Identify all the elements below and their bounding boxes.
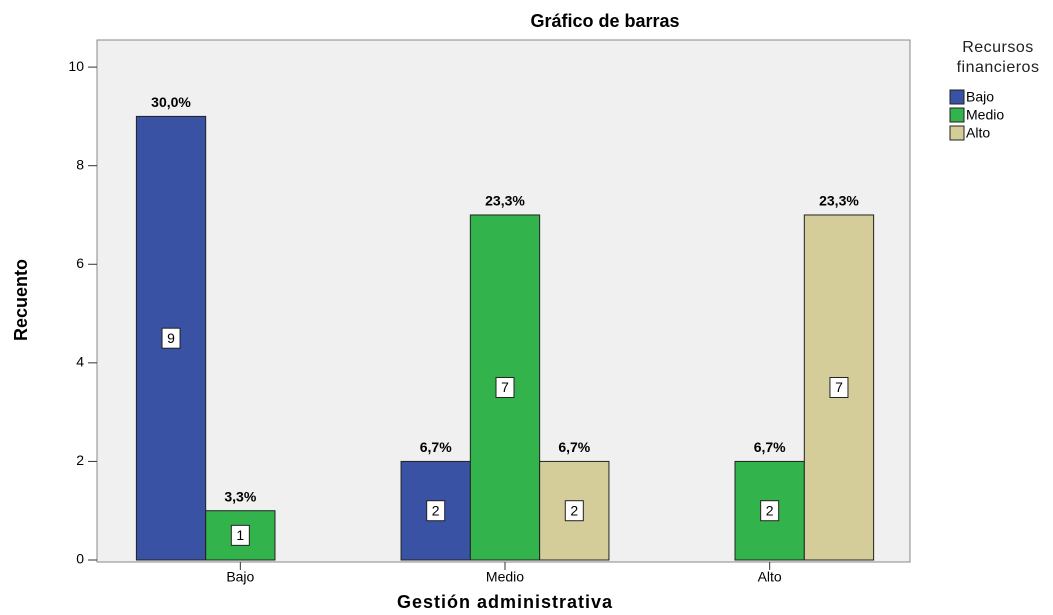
value-box	[426, 500, 446, 522]
value-box	[161, 327, 181, 349]
value-box	[230, 524, 250, 546]
legend-swatch	[949, 125, 965, 141]
value-label: 9	[167, 330, 175, 346]
percent-label: 23,3%	[819, 193, 859, 209]
value-box	[564, 500, 584, 522]
percent-label: 6,7%	[558, 439, 590, 455]
legend-title: Recursos financieros	[956, 39, 1040, 76]
y-tick-label: 2	[76, 452, 84, 468]
percent-label: 23,3%	[485, 193, 525, 209]
x-tick-label: Medio	[486, 569, 524, 585]
chart-title: Gráfico de barras	[530, 11, 679, 31]
legend-label: Bajo	[966, 89, 994, 105]
y-tick-label: 8	[76, 156, 84, 172]
value-label: 7	[501, 379, 509, 395]
percent-label: 30,0%	[151, 94, 191, 110]
legend-label: Alto	[966, 125, 990, 141]
value-box	[760, 500, 780, 522]
x-tick-label: Alto	[758, 569, 782, 585]
value-label: 1	[236, 527, 244, 543]
legend-swatch	[949, 89, 965, 105]
value-box	[829, 376, 849, 398]
x-axis-label: Gestión administrativa	[397, 592, 613, 612]
value-box	[495, 376, 515, 398]
y-axis-label: Recuento	[11, 259, 31, 341]
y-tick-label: 6	[76, 255, 84, 271]
y-tick-label: 0	[76, 551, 84, 567]
x-tick-label: Bajo	[226, 569, 254, 585]
legend-label: Medio	[966, 107, 1004, 123]
y-tick-label: 10	[68, 58, 84, 74]
y-tick-label: 4	[76, 354, 84, 370]
value-label: 2	[570, 502, 578, 518]
percent-label: 6,7%	[754, 439, 786, 455]
value-label: 2	[432, 502, 440, 518]
legend-swatch	[949, 107, 965, 123]
value-label: 2	[766, 502, 774, 518]
percent-label: 3,3%	[224, 488, 256, 504]
percent-label: 6,7%	[420, 439, 452, 455]
value-label: 7	[835, 379, 843, 395]
